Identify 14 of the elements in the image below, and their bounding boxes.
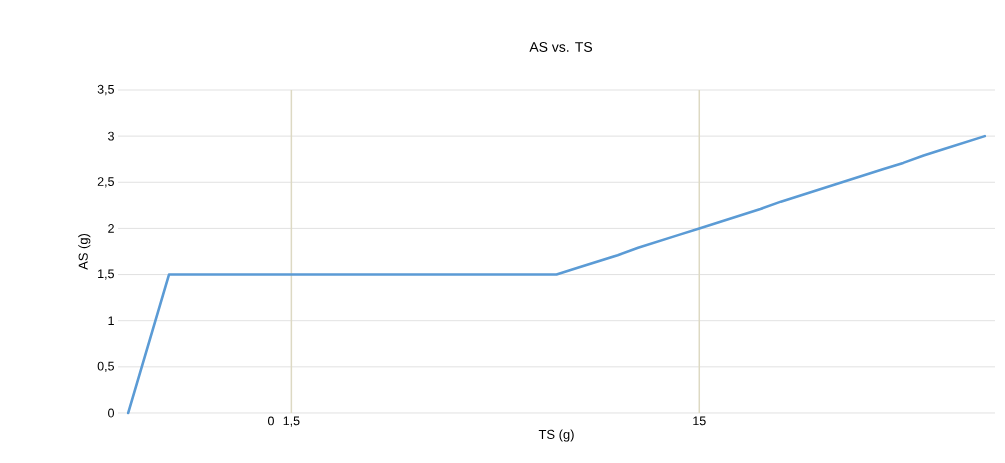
y-tick-label: 3,5 [97, 84, 114, 96]
chart-title: AS vs. TS [529, 42, 593, 52]
x-tick-label: 1,5 [283, 416, 300, 427]
x-tick-label: 0 [268, 416, 274, 426]
y-tick-label: 1 [108, 316, 114, 325]
x-tick-label: 15 [693, 416, 706, 426]
y-tick-label: 2 [108, 224, 114, 233]
y-tick-label: 2,5 [97, 177, 114, 188]
y-axis-title: AS (g) [78, 233, 91, 270]
x-axis-title: TS (g) [538, 429, 574, 442]
y-tick-label: 0,5 [97, 361, 114, 372]
y-tick-label: 3 [108, 131, 114, 141]
y-tick-label: 1,5 [98, 269, 114, 280]
y-tick-label: 0 [108, 408, 114, 418]
